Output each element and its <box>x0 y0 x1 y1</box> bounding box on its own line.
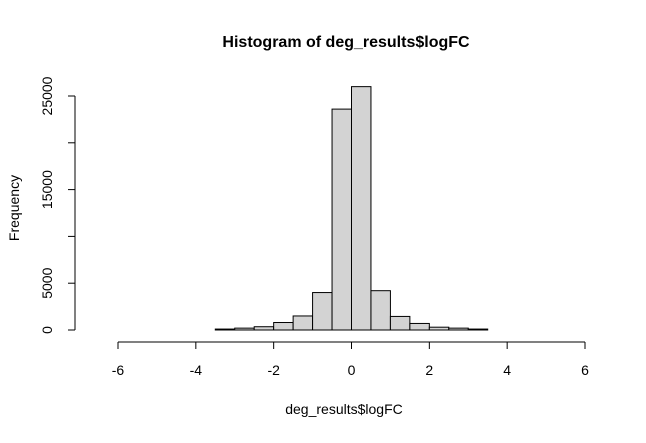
x-tick-label: 0 <box>348 362 356 378</box>
y-tick-label: 0 <box>39 326 55 334</box>
x-tick-label: 4 <box>503 362 511 378</box>
x-tick-label: -6 <box>112 362 125 378</box>
histogram-bar <box>448 327 469 331</box>
x-axis-label: deg_results$logFC <box>285 401 403 417</box>
x-tick-label: 2 <box>425 362 433 378</box>
histogram-bar <box>370 290 391 331</box>
x-tick-label: -2 <box>267 362 280 378</box>
y-tick-label: 25000 <box>39 76 55 115</box>
y-tick-label: 15000 <box>39 170 55 209</box>
x-axis: -6 -4 -2 0 2 4 6 <box>112 341 589 378</box>
histogram-bar <box>467 328 489 331</box>
histogram-bar <box>273 322 294 331</box>
chart-title: Histogram of deg_results$logFC <box>222 34 470 51</box>
histogram-bar <box>234 327 255 331</box>
x-tick-label: -4 <box>190 362 203 378</box>
histogram-bar <box>428 326 450 331</box>
histogram-bar <box>389 315 411 331</box>
histogram-bar <box>292 315 314 331</box>
y-axis: 0 5000 15000 25000 <box>39 76 76 334</box>
y-axis-label: Frequency <box>6 175 22 241</box>
x-tick-label: 6 <box>581 362 589 378</box>
histogram-bar <box>253 326 275 331</box>
histogram-bar <box>351 86 372 331</box>
y-tick-label: 5000 <box>39 267 55 298</box>
histogram-bar <box>214 328 236 331</box>
histogram-bar <box>312 292 333 331</box>
bars-group <box>214 86 489 331</box>
histogram-bar <box>409 322 430 331</box>
histogram-bar <box>331 108 352 331</box>
